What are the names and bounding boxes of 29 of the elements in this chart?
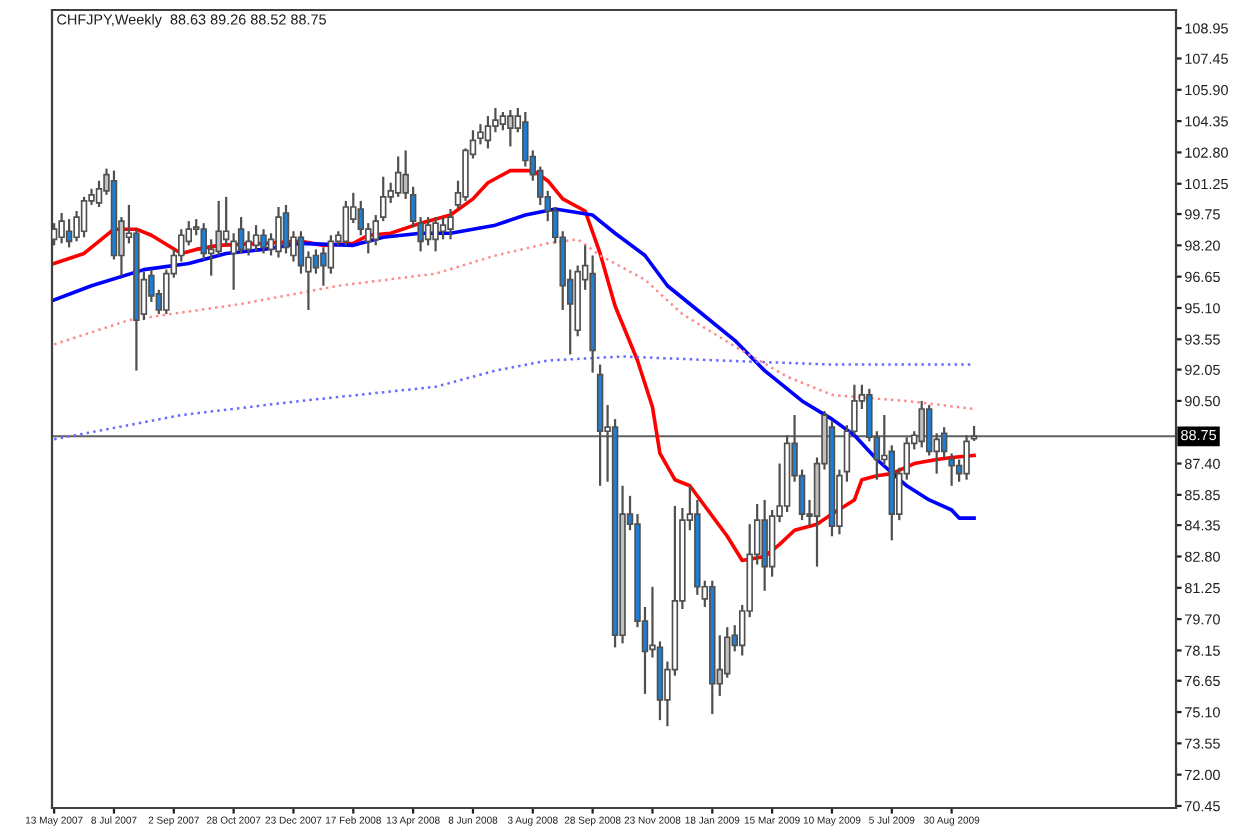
- candlestick: [507, 108, 514, 148]
- candlestick: [52, 222, 58, 247]
- candlestick: [918, 399, 925, 449]
- candlestick: [432, 215, 439, 253]
- candlestick: [252, 224, 260, 253]
- line-series: [52, 238, 976, 411]
- candlestick: [447, 207, 454, 241]
- candlestick: [761, 498, 768, 592]
- candlestick: [499, 110, 507, 132]
- candlestick: [58, 211, 65, 245]
- candlestick: [275, 205, 282, 259]
- candlestick: [320, 246, 327, 287]
- candlestick: [424, 215, 432, 247]
- candlestick: [65, 217, 73, 249]
- line-series: [52, 207, 976, 520]
- candlestick: [245, 230, 252, 257]
- candlestick: [260, 228, 267, 255]
- candlestick: [222, 195, 230, 247]
- candlestick: [925, 403, 933, 457]
- candlestick: [948, 452, 955, 487]
- candlestick: [439, 215, 447, 241]
- candlestick: [282, 203, 290, 255]
- candlestick: [484, 114, 492, 150]
- candlestick: [342, 199, 350, 247]
- line-series: [52, 355, 976, 441]
- candlestick: [963, 434, 970, 481]
- candlestick: [394, 155, 402, 198]
- candlestick: [327, 234, 335, 275]
- candlestick: [80, 195, 88, 239]
